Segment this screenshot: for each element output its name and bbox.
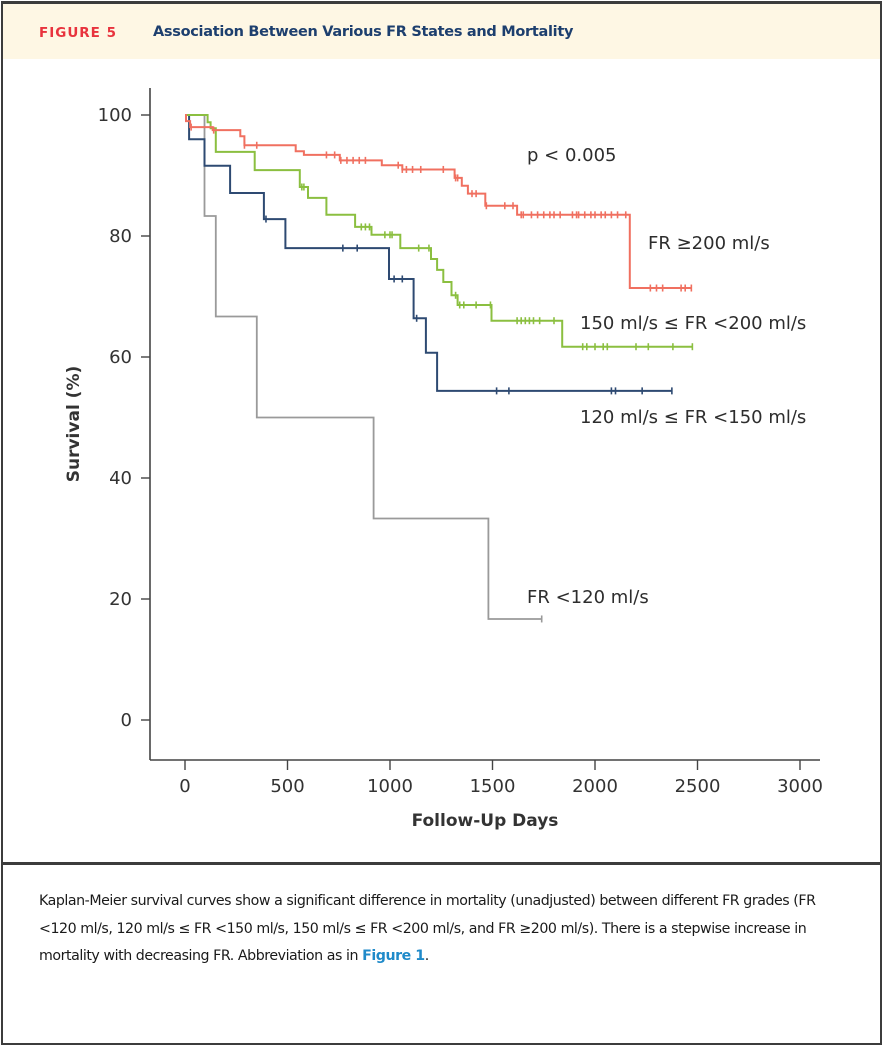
x-axis-title: Follow-Up Days	[412, 811, 559, 831]
survival-curve-2	[185, 114, 673, 395]
x-tick-label: 500	[270, 776, 304, 797]
figure-caption: Kaplan-Meier survival curves show a sign…	[39, 888, 849, 971]
chart-labels: Survival (%) Follow-Up Days p < 0.005 FR…	[64, 145, 806, 831]
figure-1-link[interactable]: Figure 1	[362, 948, 425, 964]
survival-curves	[185, 114, 694, 623]
legend-label-fr-150-200: 150 ml/s ≤ FR <200 ml/s	[580, 313, 806, 334]
x-tick-label: 2000	[572, 776, 618, 797]
y-tick-label: 80	[109, 226, 132, 247]
curve-line	[185, 114, 693, 348]
x-tick-label: 0	[179, 776, 190, 797]
y-axis-title: Survival (%)	[64, 366, 84, 483]
y-tick-label: 100	[98, 105, 132, 126]
y-tick-label: 20	[109, 589, 132, 610]
curve-line	[185, 114, 672, 392]
y-tick-label: 40	[109, 468, 132, 489]
y-tick-label: 0	[121, 710, 132, 731]
caption-suffix: .	[424, 948, 430, 964]
survival-curve-3	[185, 114, 543, 623]
y-tick-label: 60	[109, 347, 132, 368]
caption-divider	[3, 862, 880, 865]
legend-label-fr-120-150: 120 ml/s ≤ FR <150 ml/s	[580, 407, 806, 428]
figure-header: FIGURE 5 Association Between Various FR …	[3, 4, 880, 59]
figure-label: FIGURE 5	[39, 25, 117, 41]
caption-text: Kaplan-Meier survival curves show a sign…	[39, 893, 816, 964]
curve-line	[185, 114, 542, 620]
survival-curve-0	[185, 114, 693, 292]
survival-curve-1	[185, 114, 694, 351]
legend-label-fr-lt-120: FR <120 ml/s	[527, 587, 649, 608]
curve-line	[185, 114, 692, 289]
x-tick-label: 1000	[367, 776, 413, 797]
figure-title: Association Between Various FR States an…	[153, 24, 574, 40]
legend-label-fr-ge-200: FR ≥200 ml/s	[648, 233, 770, 254]
x-tick-label: 2500	[675, 776, 721, 797]
x-tick-label: 3000	[777, 776, 823, 797]
x-tick-label: 1500	[470, 776, 516, 797]
p-value-annotation: p < 0.005	[527, 145, 616, 166]
